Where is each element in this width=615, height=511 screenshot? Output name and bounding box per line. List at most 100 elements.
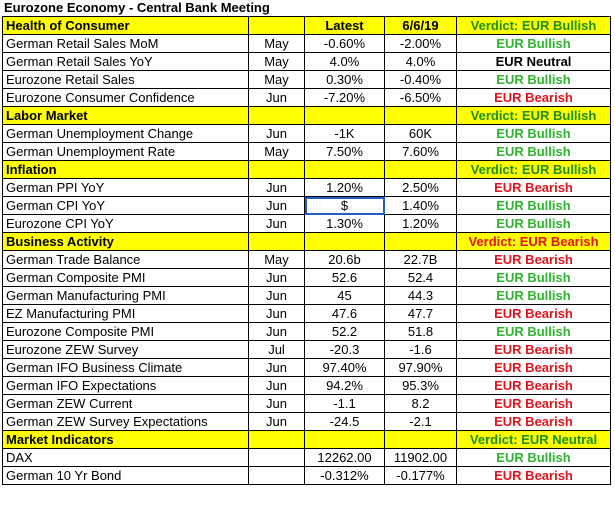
verdict-cell[interactable]: EUR Bullish (456, 322, 611, 341)
section-title[interactable]: Business Activity (2, 232, 249, 251)
empty-cell[interactable] (384, 106, 457, 125)
month-cell[interactable] (248, 448, 305, 467)
previous-value-cell[interactable]: -0.40% (384, 70, 457, 89)
selected-cell[interactable]: $ (304, 196, 385, 215)
month-cell[interactable]: May (248, 52, 305, 71)
month-cell[interactable] (248, 466, 305, 485)
empty-cell[interactable] (304, 430, 385, 449)
previous-value-cell[interactable]: -0.177% (384, 466, 457, 485)
indicator-name-cell[interactable]: German CPI YoY (2, 196, 249, 215)
latest-value-cell[interactable]: -0.312% (304, 466, 385, 485)
section-verdict[interactable]: Verdict: EUR Bullish (456, 16, 611, 35)
latest-value-cell[interactable]: 52.6 (304, 268, 385, 287)
indicator-name-cell[interactable]: EZ Manufacturing PMI (2, 304, 249, 323)
indicator-name-cell[interactable]: Eurozone Consumer Confidence (2, 88, 249, 107)
indicator-name-cell[interactable]: Eurozone Retail Sales (2, 70, 249, 89)
verdict-cell[interactable]: EUR Bearish (456, 250, 611, 269)
indicator-name-cell[interactable]: German Retail Sales YoY (2, 52, 249, 71)
indicator-name-cell[interactable]: German Unemployment Change (2, 124, 249, 143)
previous-value-cell[interactable]: 1.40% (384, 196, 457, 215)
previous-value-cell[interactable]: 7.60% (384, 142, 457, 161)
verdict-cell[interactable]: EUR Bearish (456, 178, 611, 197)
previous-value-cell[interactable]: 1.20% (384, 214, 457, 233)
header-latest[interactable]: Latest (304, 16, 385, 35)
previous-value-cell[interactable]: 11902.00 (384, 448, 457, 467)
month-cell[interactable]: Jun (248, 286, 305, 305)
empty-cell[interactable] (304, 232, 385, 251)
indicator-name-cell[interactable]: German Manufacturing PMI (2, 286, 249, 305)
indicator-name-cell[interactable]: German PPI YoY (2, 178, 249, 197)
indicator-name-cell[interactable]: German Trade Balance (2, 250, 249, 269)
section-title[interactable]: Health of Consumer (2, 16, 249, 35)
month-cell[interactable]: Jun (248, 196, 305, 215)
verdict-cell[interactable]: EUR Bearish (456, 412, 611, 431)
month-cell[interactable]: Jul (248, 340, 305, 359)
previous-value-cell[interactable]: -1.6 (384, 340, 457, 359)
previous-value-cell[interactable]: 95.3% (384, 376, 457, 395)
section-verdict[interactable]: Verdict: EUR Bullish (456, 106, 611, 125)
latest-value-cell[interactable]: 0.30% (304, 70, 385, 89)
verdict-cell[interactable]: EUR Bullish (456, 214, 611, 233)
previous-value-cell[interactable]: 97.90% (384, 358, 457, 377)
verdict-cell[interactable]: EUR Bullish (456, 196, 611, 215)
verdict-cell[interactable]: EUR Bullish (456, 124, 611, 143)
indicator-name-cell[interactable]: German 10 Yr Bond (2, 466, 249, 485)
month-cell[interactable]: Jun (248, 376, 305, 395)
previous-value-cell[interactable]: -6.50% (384, 88, 457, 107)
month-cell[interactable]: May (248, 142, 305, 161)
indicator-name-cell[interactable]: German Unemployment Rate (2, 142, 249, 161)
verdict-cell[interactable]: EUR Bearish (456, 340, 611, 359)
verdict-cell[interactable]: EUR Bearish (456, 376, 611, 395)
indicator-name-cell[interactable]: Eurozone ZEW Survey (2, 340, 249, 359)
previous-value-cell[interactable]: -2.00% (384, 34, 457, 53)
header-month-cell[interactable] (248, 16, 305, 35)
verdict-cell[interactable]: EUR Neutral (456, 52, 611, 71)
latest-value-cell[interactable]: -24.5 (304, 412, 385, 431)
verdict-cell[interactable]: EUR Bullish (456, 268, 611, 287)
latest-value-cell[interactable]: -0.60% (304, 34, 385, 53)
month-cell[interactable]: Jun (248, 394, 305, 413)
verdict-cell[interactable]: EUR Bullish (456, 70, 611, 89)
empty-cell[interactable] (384, 430, 457, 449)
section-verdict[interactable]: Verdict: EUR Neutral (456, 430, 611, 449)
section-verdict[interactable]: Verdict: EUR Bullish (456, 160, 611, 179)
latest-value-cell[interactable]: -20.3 (304, 340, 385, 359)
empty-cell[interactable] (304, 106, 385, 125)
latest-value-cell[interactable]: -1.1 (304, 394, 385, 413)
verdict-cell[interactable]: EUR Bearish (456, 304, 611, 323)
header-previous[interactable]: 6/6/19 (384, 16, 457, 35)
verdict-cell[interactable]: EUR Bullish (456, 286, 611, 305)
month-cell[interactable]: Jun (248, 322, 305, 341)
empty-cell[interactable] (248, 160, 305, 179)
verdict-cell[interactable]: EUR Bullish (456, 34, 611, 53)
section-title[interactable]: Market Indicators (2, 430, 249, 449)
previous-value-cell[interactable]: -2.1 (384, 412, 457, 431)
latest-value-cell[interactable]: 97.40% (304, 358, 385, 377)
latest-value-cell[interactable]: 45 (304, 286, 385, 305)
previous-value-cell[interactable]: 4.0% (384, 52, 457, 71)
verdict-cell[interactable]: EUR Bearish (456, 466, 611, 485)
section-title[interactable]: Labor Market (2, 106, 249, 125)
indicator-name-cell[interactable]: German ZEW Survey Expectations (2, 412, 249, 431)
indicator-name-cell[interactable]: German ZEW Current (2, 394, 249, 413)
indicator-name-cell[interactable]: Eurozone CPI YoY (2, 214, 249, 233)
latest-value-cell[interactable]: 94.2% (304, 376, 385, 395)
month-cell[interactable]: May (248, 250, 305, 269)
verdict-cell[interactable]: EUR Bearish (456, 358, 611, 377)
empty-cell[interactable] (384, 160, 457, 179)
verdict-cell[interactable]: EUR Bullish (456, 142, 611, 161)
latest-value-cell[interactable]: 1.20% (304, 178, 385, 197)
verdict-cell[interactable]: EUR Bearish (456, 394, 611, 413)
indicator-name-cell[interactable]: German IFO Business Climate (2, 358, 249, 377)
verdict-cell[interactable]: EUR Bearish (456, 88, 611, 107)
month-cell[interactable]: May (248, 34, 305, 53)
empty-cell[interactable] (248, 430, 305, 449)
latest-value-cell[interactable]: 7.50% (304, 142, 385, 161)
indicator-name-cell[interactable]: Eurozone Composite PMI (2, 322, 249, 341)
empty-cell[interactable] (248, 232, 305, 251)
month-cell[interactable]: Jun (248, 304, 305, 323)
empty-cell[interactable] (384, 232, 457, 251)
indicator-name-cell[interactable]: German Composite PMI (2, 268, 249, 287)
previous-value-cell[interactable]: 47.7 (384, 304, 457, 323)
previous-value-cell[interactable]: 8.2 (384, 394, 457, 413)
